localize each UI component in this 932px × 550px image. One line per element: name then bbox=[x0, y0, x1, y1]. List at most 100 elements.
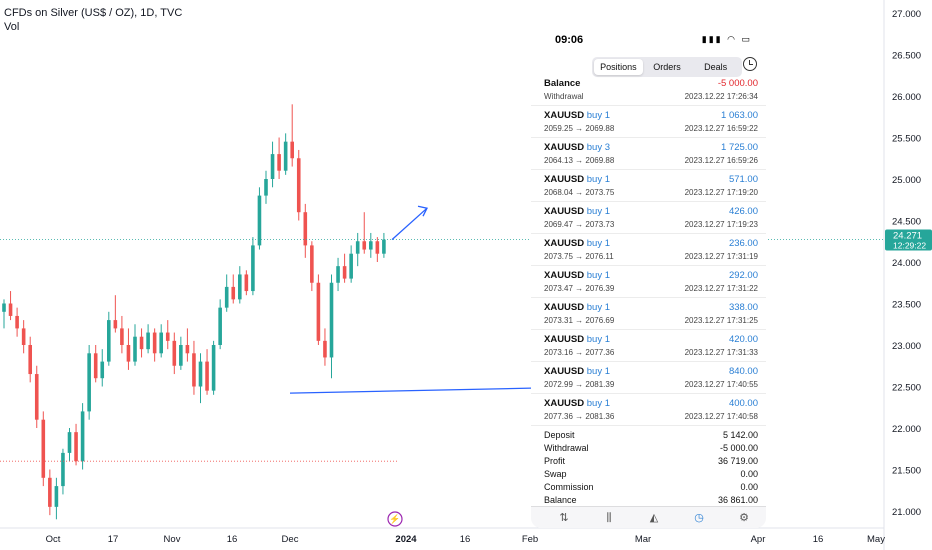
deal-detail: 2059.25 → 2069.88 bbox=[544, 124, 615, 133]
candle-body bbox=[310, 245, 314, 283]
volume-indicator-label[interactable]: Vol bbox=[4, 21, 20, 33]
summary-label: Withdrawal bbox=[544, 443, 589, 453]
deal-row[interactable]: XAUUSD buy 1 2068.04 → 2073.75 571.00 2023.… bbox=[531, 170, 766, 202]
candles-icon[interactable]: ⫼ bbox=[606, 512, 612, 524]
deal-row[interactable]: XAUUSD buy 1 2073.47 → 2076.39 292.00 2023.… bbox=[531, 266, 766, 298]
candle-body bbox=[80, 411, 85, 462]
status-icons: ▮▮▮ ◠ ▭ bbox=[701, 34, 752, 44]
trading-app-screenshot: 09:06 ▮▮▮ ◠ ▭ Positions Orders Deals Bal… bbox=[531, 22, 766, 528]
deal-symbol: XAUUSD buy 1 bbox=[544, 334, 611, 345]
deal-detail: 2072.99 → 2081.39 bbox=[544, 380, 615, 389]
deal-detail: 2073.47 → 2076.39 bbox=[544, 284, 615, 293]
settings-icon[interactable]: ⚙ bbox=[739, 512, 749, 524]
deal-symbol: XAUUSD buy 1 bbox=[544, 206, 611, 217]
y-tick-label: 25.500 bbox=[892, 134, 921, 145]
candle-body bbox=[192, 353, 196, 387]
deal-detail: Withdrawal bbox=[544, 92, 584, 101]
candle-body bbox=[120, 328, 124, 345]
candle-body bbox=[238, 274, 242, 300]
deal-symbol: XAUUSD buy 1 bbox=[544, 302, 611, 313]
deal-time: 2023.12.22 17:26:34 bbox=[684, 92, 758, 101]
deal-row[interactable]: XAUUSD buy 1 2059.25 → 2069.88 1 063.00 202… bbox=[531, 106, 766, 138]
summary-value: 0.00 bbox=[740, 482, 758, 492]
deal-row[interactable]: XAUUSD buy 1 2077.36 → 2081.36 400.00 2023.… bbox=[531, 394, 766, 426]
candle-body bbox=[342, 266, 347, 279]
deal-amount: 338.00 bbox=[728, 302, 758, 313]
deal-symbol: Balance bbox=[544, 78, 581, 89]
y-tick-label: 27.000 bbox=[892, 9, 921, 20]
deal-detail: 2069.47 → 2073.73 bbox=[544, 220, 615, 229]
summary-value: 0.00 bbox=[740, 469, 758, 479]
deal-side: buy 1 bbox=[584, 270, 611, 281]
candle-body bbox=[375, 241, 380, 254]
candle-body bbox=[67, 432, 72, 453]
deal-row[interactable]: XAUUSD buy 1 2072.99 → 2081.39 840.00 2023.… bbox=[531, 362, 766, 394]
deal-row[interactable]: XAUUSD buy 3 2064.13 → 2069.88 1 725.00 202… bbox=[531, 138, 766, 170]
deal-amount: 571.00 bbox=[728, 174, 758, 185]
candle-body bbox=[198, 361, 203, 387]
candle-body bbox=[15, 315, 19, 329]
deal-row[interactable]: XAUUSD buy 1 2073.31 → 2076.69 338.00 2023.… bbox=[531, 298, 766, 330]
deal-amount: 840.00 bbox=[728, 366, 758, 377]
deal-side: buy 1 bbox=[584, 174, 611, 185]
deal-detail: 2073.31 → 2076.69 bbox=[544, 316, 615, 325]
chart-icon[interactable]: ◭ bbox=[649, 512, 659, 524]
summary-value: 5 142.00 bbox=[722, 430, 758, 440]
forecast-arrow bbox=[391, 207, 428, 241]
price-countdown: 12:29:22 bbox=[893, 241, 926, 251]
tab-bar: Positions Orders Deals bbox=[592, 57, 742, 77]
candle-body bbox=[211, 345, 216, 391]
x-tick-label: Nov bbox=[164, 534, 181, 545]
deal-amount: 236.00 bbox=[728, 238, 758, 249]
deal-row[interactable]: XAUUSD buy 1 2073.75 → 2076.11 236.00 2023.… bbox=[531, 234, 766, 266]
y-tick-label: 23.000 bbox=[892, 341, 921, 352]
candle-body bbox=[100, 361, 105, 379]
x-tick-label: 16 bbox=[813, 534, 824, 545]
y-tick-label: 24.000 bbox=[892, 258, 921, 269]
x-tick-label: May bbox=[867, 534, 885, 545]
deal-detail: 2064.13 → 2069.88 bbox=[544, 156, 615, 165]
deal-side: buy 1 bbox=[584, 334, 611, 345]
deal-time: 2023.12.27 17:40:58 bbox=[684, 412, 758, 421]
deal-symbol: XAUUSD buy 1 bbox=[544, 110, 611, 121]
sort-icon[interactable]: ⇅ bbox=[559, 512, 569, 524]
deal-symbol: XAUUSD buy 1 bbox=[544, 174, 611, 185]
candle-body bbox=[74, 432, 78, 462]
deal-time: 2023.12.27 17:31:25 bbox=[684, 316, 758, 325]
deal-detail: 2077.36 → 2081.36 bbox=[544, 412, 615, 421]
tab-deals[interactable]: Deals bbox=[704, 62, 728, 72]
x-tick-label: 16 bbox=[227, 534, 238, 545]
deal-side: buy 1 bbox=[584, 398, 611, 409]
candle-body bbox=[264, 179, 268, 196]
deal-amount: 420.00 bbox=[728, 334, 758, 345]
tab-positions[interactable]: Positions bbox=[594, 59, 643, 75]
candle-body bbox=[41, 419, 46, 478]
summary-row: Profit 36 719.00 bbox=[531, 456, 766, 469]
x-tick-label: Oct bbox=[46, 534, 61, 545]
deal-amount: -5 000.00 bbox=[717, 78, 758, 89]
candle-body bbox=[93, 353, 98, 379]
candle-body bbox=[205, 361, 209, 391]
account-summary: Deposit 5 142.00 Withdrawal -5 000.00 Profit… bbox=[531, 430, 766, 508]
deal-row[interactable]: XAUUSD buy 1 2073.16 → 2077.36 420.00 2023.… bbox=[531, 330, 766, 362]
history-icon[interactable]: ◷ bbox=[694, 512, 704, 524]
deal-amount: 1 725.00 bbox=[721, 142, 758, 153]
deal-row[interactable]: XAUUSD buy 1 2069.47 → 2073.73 426.00 2023.… bbox=[531, 202, 766, 234]
forecast-arrow-head bbox=[417, 205, 428, 217]
candle-body bbox=[54, 486, 59, 507]
y-tick-label: 25.000 bbox=[892, 175, 921, 186]
balance-row[interactable]: Balance Withdrawal -5 000.00 2023.12.22 17:… bbox=[531, 74, 766, 106]
y-tick-label: 21.000 bbox=[892, 507, 921, 518]
symbol-title: CFDs on Silver (US$ / OZ), 1D, TVC bbox=[4, 7, 183, 19]
deal-time: 2023.12.27 17:40:55 bbox=[684, 380, 758, 389]
tab-orders[interactable]: Orders bbox=[653, 62, 681, 72]
summary-value: -5 000.00 bbox=[719, 443, 758, 453]
summary-label: Balance bbox=[544, 495, 577, 505]
x-tick-label: 2024 bbox=[395, 534, 417, 545]
clock-icon[interactable] bbox=[743, 57, 757, 71]
deal-time: 2023.12.27 17:19:23 bbox=[684, 220, 758, 229]
candle-body bbox=[172, 340, 177, 366]
status-time: 09:06 bbox=[555, 34, 584, 46]
